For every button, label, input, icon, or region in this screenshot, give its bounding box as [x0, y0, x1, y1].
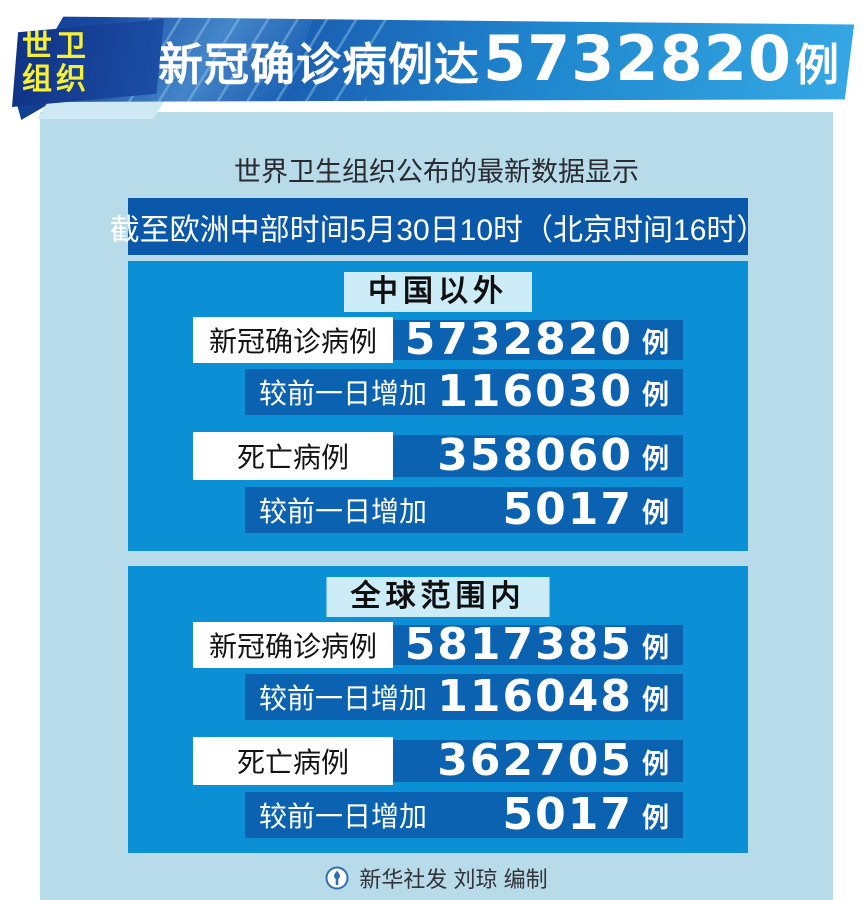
xinhua-logo-icon	[325, 866, 349, 890]
confirmed-value-row: 5732820 例	[393, 314, 683, 365]
intro-text: 世界卫生组织公布的最新数据显示	[234, 157, 639, 187]
who-badge: 世卫 组织	[12, 19, 164, 107]
confirmed-daily-increase-row: 较前一日增加 116030 例	[245, 369, 683, 415]
deaths-daily-increase-row: 较前一日增加 5017 例	[245, 792, 683, 838]
footer-credit: 新华社发 刘琼 编制	[40, 862, 833, 894]
section-global: 全球范围内 新冠确诊病例 5817385 例 较前一日增加 116048 例 死…	[128, 566, 748, 853]
delta-value: 116048 例	[437, 675, 669, 719]
deaths-value-row: 362705 例	[393, 735, 683, 786]
stat-unit: 例	[642, 684, 669, 715]
deaths-label: 死亡病例	[193, 432, 393, 480]
stat-unit: 例	[642, 443, 669, 474]
deaths-value-row: 358060 例	[393, 430, 683, 481]
stat-unit: 例	[642, 632, 669, 663]
stat-unit: 例	[642, 748, 669, 779]
stat-number: 358060	[437, 430, 633, 481]
credit-text: 新华社发 刘琼 编制	[359, 867, 548, 892]
delta-label: 较前一日增加	[259, 683, 428, 714]
stat-number: 5017	[502, 484, 633, 535]
stat-number: 5817385	[404, 619, 633, 670]
stat-unit: 例	[642, 497, 669, 528]
stat-number: 116030	[437, 366, 633, 417]
delta-label: 较前一日增加	[259, 378, 428, 409]
headline-unit: 例	[795, 40, 839, 90]
stat-number: 362705	[437, 735, 633, 786]
stat-unit: 例	[642, 802, 669, 833]
section-title: 全球范围内	[326, 577, 550, 617]
time-bar-text: 截至欧洲中部时间5月30日10时（北京时间16时）	[109, 213, 767, 247]
delta-value: 5017 例	[503, 793, 669, 837]
section-title: 中国以外	[344, 272, 532, 312]
who-badge-line2: 组织	[22, 63, 90, 96]
delta-label: 较前一日增加	[259, 496, 428, 527]
delta-value: 116030 例	[437, 370, 669, 414]
confirmed-daily-increase-row: 较前一日增加 116048 例	[245, 674, 683, 720]
headline-number: 5732820	[483, 21, 792, 95]
stat-unit: 例	[642, 327, 669, 358]
stat-number: 5732820	[404, 314, 633, 365]
stat-number: 116048	[437, 671, 633, 722]
confirmed-label: 新冠确诊病例	[193, 317, 393, 363]
delta-label: 较前一日增加	[259, 801, 428, 832]
delta-value: 5017 例	[503, 488, 669, 532]
stat-number: 5017	[502, 789, 633, 840]
time-bar: 截至欧洲中部时间5月30日10时（北京时间16时）	[110, 198, 766, 255]
who-badge-line1: 世卫	[22, 30, 90, 63]
confirmed-value-row: 5817385 例	[393, 619, 683, 670]
section-outside-china: 中国以外 新冠确诊病例 5732820 例 较前一日增加 116030 例 死亡…	[128, 261, 748, 551]
deaths-label: 死亡病例	[193, 737, 393, 785]
confirmed-label: 新冠确诊病例	[193, 622, 393, 668]
deaths-daily-increase-row: 较前一日增加 5017 例	[245, 487, 683, 533]
stat-unit: 例	[642, 379, 669, 410]
